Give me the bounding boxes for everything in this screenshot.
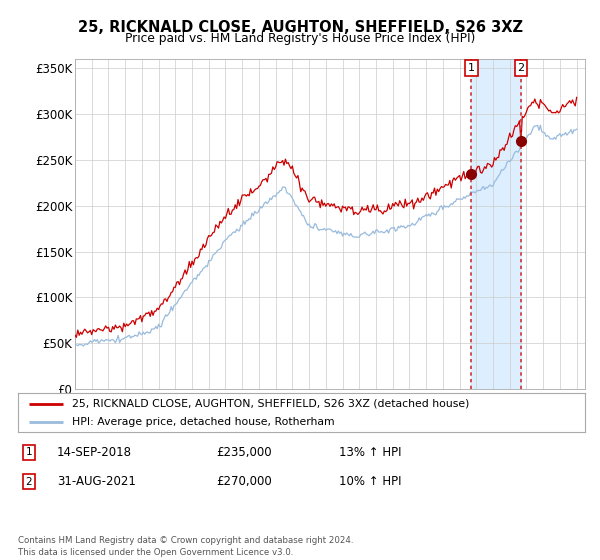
Text: 14-SEP-2018: 14-SEP-2018: [57, 446, 132, 459]
Text: 2: 2: [517, 63, 524, 73]
Text: 13% ↑ HPI: 13% ↑ HPI: [339, 446, 401, 459]
Text: 25, RICKNALD CLOSE, AUGHTON, SHEFFIELD, S26 3XZ (detached house): 25, RICKNALD CLOSE, AUGHTON, SHEFFIELD, …: [72, 399, 469, 409]
Text: HPI: Average price, detached house, Rotherham: HPI: Average price, detached house, Roth…: [72, 417, 334, 427]
Text: 2: 2: [25, 477, 32, 487]
Text: 25, RICKNALD CLOSE, AUGHTON, SHEFFIELD, S26 3XZ: 25, RICKNALD CLOSE, AUGHTON, SHEFFIELD, …: [77, 20, 523, 35]
Text: £270,000: £270,000: [216, 475, 272, 488]
Text: Price paid vs. HM Land Registry's House Price Index (HPI): Price paid vs. HM Land Registry's House …: [125, 32, 475, 45]
Text: 1: 1: [25, 447, 32, 458]
Text: 10% ↑ HPI: 10% ↑ HPI: [339, 475, 401, 488]
Text: £235,000: £235,000: [216, 446, 272, 459]
Bar: [472, 59, 521, 389]
Text: 1: 1: [468, 63, 475, 73]
Text: 31-AUG-2021: 31-AUG-2021: [57, 475, 136, 488]
Text: Contains HM Land Registry data © Crown copyright and database right 2024.
This d: Contains HM Land Registry data © Crown c…: [18, 536, 353, 557]
